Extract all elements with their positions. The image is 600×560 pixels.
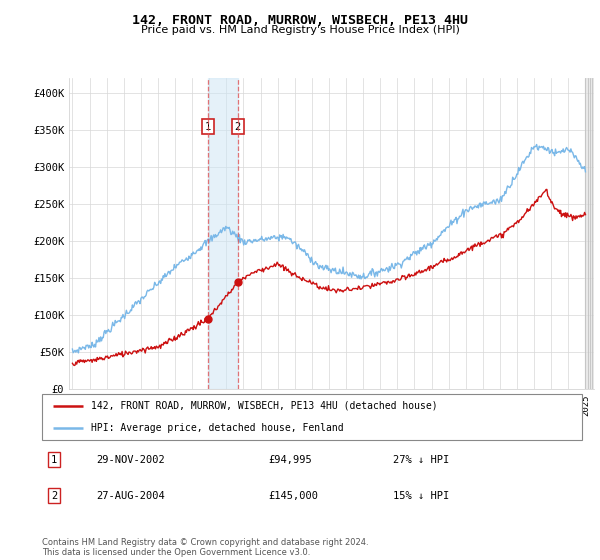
Text: 142, FRONT ROAD, MURROW, WISBECH, PE13 4HU: 142, FRONT ROAD, MURROW, WISBECH, PE13 4… bbox=[132, 14, 468, 27]
Text: 27-AUG-2004: 27-AUG-2004 bbox=[96, 491, 165, 501]
Bar bbox=[586, 78, 594, 389]
Text: 27% ↓ HPI: 27% ↓ HPI bbox=[393, 455, 449, 465]
Text: 2: 2 bbox=[51, 491, 57, 501]
Text: 1: 1 bbox=[51, 455, 57, 465]
Text: £94,995: £94,995 bbox=[269, 455, 313, 465]
Text: 15% ↓ HPI: 15% ↓ HPI bbox=[393, 491, 449, 501]
Text: £145,000: £145,000 bbox=[269, 491, 319, 501]
Text: 142, FRONT ROAD, MURROW, WISBECH, PE13 4HU (detached house): 142, FRONT ROAD, MURROW, WISBECH, PE13 4… bbox=[91, 400, 437, 410]
Bar bbox=[208, 78, 238, 389]
Text: 1: 1 bbox=[205, 122, 211, 132]
Text: Price paid vs. HM Land Registry's House Price Index (HPI): Price paid vs. HM Land Registry's House … bbox=[140, 25, 460, 35]
Text: 2: 2 bbox=[235, 122, 241, 132]
Text: Contains HM Land Registry data © Crown copyright and database right 2024.
This d: Contains HM Land Registry data © Crown c… bbox=[42, 538, 368, 557]
Text: 29-NOV-2002: 29-NOV-2002 bbox=[96, 455, 165, 465]
Text: HPI: Average price, detached house, Fenland: HPI: Average price, detached house, Fenl… bbox=[91, 423, 343, 433]
